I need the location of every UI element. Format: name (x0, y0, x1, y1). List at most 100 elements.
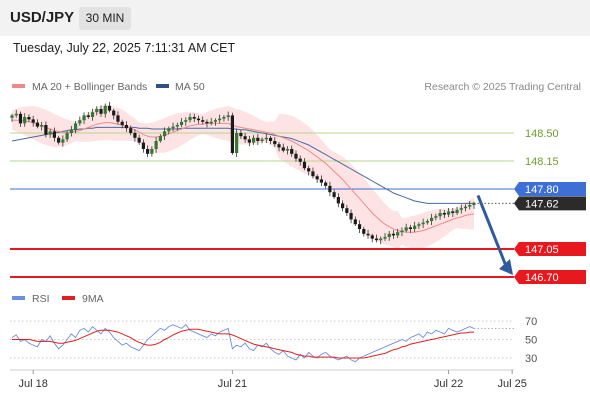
candle-body (273, 141, 277, 145)
candle-body (141, 142, 145, 149)
candle (455, 206, 459, 215)
ma50-legend-label: MA 50 (175, 81, 205, 93)
candle-body (184, 120, 188, 122)
level-label-4-bg (514, 196, 586, 211)
candle (103, 103, 107, 118)
candle-body (73, 123, 78, 130)
candle (366, 229, 370, 239)
candle (285, 146, 290, 155)
candle-body (78, 120, 82, 124)
candle-body (112, 110, 116, 116)
candle (205, 119, 209, 128)
candle-body (459, 208, 463, 210)
research-credit: Research © 2025 Trading Central (424, 81, 581, 93)
candle (387, 231, 391, 241)
candle-body (455, 209, 459, 213)
candle-body (425, 221, 429, 223)
candle-body (260, 139, 264, 141)
candle-body (370, 235, 374, 239)
candle-body (239, 133, 243, 137)
candle (27, 114, 31, 123)
candle (294, 150, 298, 162)
candle-body (468, 205, 472, 207)
candle (290, 145, 294, 157)
candle (230, 112, 235, 155)
candle-body (154, 141, 158, 149)
candle-body (14, 113, 18, 116)
candle (319, 175, 324, 187)
rsi-legend-label: RSI (32, 293, 50, 305)
candle (192, 113, 196, 123)
ma50-legend-swatch (156, 84, 169, 88)
candle-body (162, 131, 167, 137)
candle (65, 131, 69, 142)
candle-body (362, 229, 366, 234)
x-tick-label: Jul 21 (218, 378, 247, 390)
candle-body (451, 211, 455, 213)
rsi-tick-70: 70 (525, 316, 537, 328)
candle (112, 108, 116, 120)
candle (459, 204, 463, 214)
candle-body (209, 121, 213, 124)
candle (417, 222, 421, 229)
candle-body (374, 238, 379, 241)
candle (150, 146, 154, 157)
candle (298, 155, 302, 166)
candle (209, 117, 213, 126)
candle (396, 228, 400, 239)
timeframe-button[interactable]: 30 MIN (79, 7, 131, 30)
candle (374, 234, 379, 243)
rsi-tick-30: 30 (525, 353, 537, 365)
rsi-legend-swatch (12, 296, 25, 300)
candle (451, 207, 455, 217)
candle (146, 145, 150, 158)
forecast-arrow (476, 194, 513, 275)
candle-body (167, 128, 171, 132)
candle-body (146, 149, 150, 154)
candle (311, 167, 315, 179)
candle (23, 113, 27, 127)
price-levels (10, 132, 514, 278)
candle (463, 204, 468, 212)
candle-body (35, 122, 40, 127)
candle-body (438, 213, 442, 217)
candle-body (57, 137, 61, 143)
candle-body (129, 128, 133, 133)
candle (370, 233, 374, 243)
candle-body (69, 129, 73, 133)
candle (442, 210, 446, 219)
x-axis: Jul 18 Jul 21 Jul 22 Jul 25 (19, 370, 527, 390)
candle-body (235, 133, 239, 153)
candle (44, 121, 48, 138)
candle-body (226, 115, 230, 117)
candle (434, 213, 438, 221)
candle-body (65, 133, 69, 140)
candle-body (40, 125, 44, 127)
candle-body (332, 192, 336, 197)
candle-body (107, 105, 112, 111)
candle-body (472, 203, 476, 205)
candle-body (341, 203, 345, 209)
candle (430, 213, 434, 225)
candle-body (18, 113, 23, 124)
candle (336, 193, 340, 208)
candle (222, 114, 226, 122)
candle-body (52, 131, 56, 138)
candle (379, 236, 383, 245)
candle-body (175, 125, 179, 127)
candle-body (133, 133, 137, 138)
candle (239, 129, 243, 139)
candle (137, 134, 141, 145)
candle (357, 220, 362, 233)
candle-body (99, 109, 103, 114)
candle (18, 111, 23, 128)
candle-body (328, 185, 332, 193)
candle-body (379, 238, 383, 241)
candle-body (345, 208, 349, 213)
candle (260, 137, 264, 144)
candle (82, 112, 86, 125)
candle-body (201, 120, 205, 122)
candle-body (463, 206, 468, 209)
candle (10, 113, 14, 122)
candle-body (277, 144, 281, 148)
